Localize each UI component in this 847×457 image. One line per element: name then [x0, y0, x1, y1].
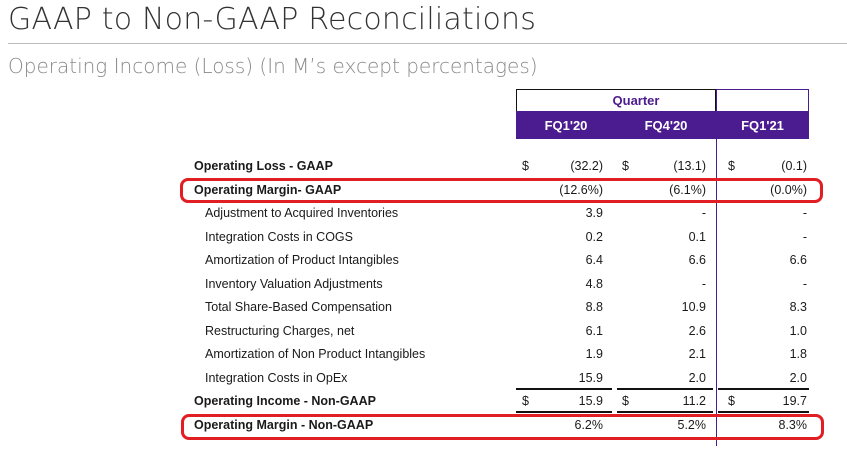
- table-row: Amortization of Non Product Intangibles 1…: [0, 343, 847, 366]
- page-subtitle: Operating Income (Loss) (In M’s except p…: [8, 54, 538, 78]
- column-header-bar: [516, 111, 809, 139]
- table-row: Operating Loss - GAAP $ (32.2) $ (13.1) $ (0.1…: [0, 155, 847, 178]
- cell-value: (32.2): [570, 159, 603, 173]
- page-title: GAAP to Non-GAAP Reconciliations: [8, 2, 537, 37]
- row-label: Operating Margin - Non-GAAP: [194, 417, 374, 432]
- row-label: Inventory Valuation Adjustments: [205, 276, 383, 291]
- row-label: Operating Income - Non-GAAP: [194, 394, 376, 408]
- quarter-group-header: Quarter: [516, 89, 716, 111]
- cell-value: (13.1): [673, 159, 706, 173]
- cell-value: 8.3: [789, 300, 807, 314]
- table-row: Total Share-Based Compensation 8.8 10.9 8.3: [0, 296, 847, 319]
- row-label: Amortization of Non Product Intangibles: [205, 347, 426, 361]
- cell-value: 2.0: [789, 370, 807, 385]
- subtotal-rule-col1: [516, 388, 612, 390]
- cell-value: 1.0: [789, 323, 807, 338]
- cell-value: (0.1): [781, 159, 807, 173]
- cell-value: 5.2%: [677, 417, 707, 432]
- cell-value: 15.9: [578, 370, 603, 385]
- subtotal-rule-col3: [718, 388, 809, 390]
- row-label: Operating Margin- GAAP: [194, 182, 342, 197]
- table-row: Integration Costs in OpEx 15.9 2.0 2.0: [0, 367, 847, 390]
- cell-value: 0.1: [688, 229, 706, 244]
- cell-value: 4.8: [585, 276, 603, 291]
- currency-symbol: $: [622, 394, 629, 408]
- header-empty-cell: [716, 89, 809, 111]
- column-header-fq1-20: FQ1'20: [544, 117, 588, 133]
- table-row: Integration Costs in COGS 0.2 0.1 -: [0, 226, 847, 249]
- highlight-non-gaap-margin: [181, 414, 824, 440]
- cell-value: 8.8: [585, 300, 603, 314]
- currency-symbol: $: [522, 159, 529, 173]
- cell-value: 2.1: [688, 347, 706, 361]
- cell-value: (0.0%): [770, 182, 807, 197]
- cell-value: -: [701, 206, 706, 220]
- currency-symbol: $: [522, 394, 529, 408]
- cell-value: 6.1: [585, 323, 603, 338]
- cell-value: 0.2: [585, 229, 603, 244]
- cell-value: -: [802, 206, 807, 220]
- cell-value: 15.9: [578, 394, 603, 408]
- total-rule-col3: [718, 411, 809, 413]
- cell-value: 11.2: [682, 394, 706, 408]
- currency-symbol: $: [728, 394, 735, 408]
- cell-value: 6.6: [789, 253, 807, 267]
- cell-value: (12.6%): [559, 182, 603, 197]
- total-rule-col2: [617, 411, 713, 413]
- table-row: Restructuring Charges, net 6.1 2.6 1.0: [0, 320, 847, 343]
- table-row: Amortization of Product Intangibles 6.4 6.…: [0, 249, 847, 272]
- table-row: Inventory Valuation Adjustments 4.8 - -: [0, 273, 847, 296]
- row-label: Total Share-Based Compensation: [205, 300, 392, 314]
- table-row: Operating Income - Non-GAAP $15.9 $11.2 $19…: [0, 390, 847, 413]
- fq1-21-column-divider: [716, 111, 717, 446]
- cell-value: 1.9: [585, 347, 603, 361]
- cell-value: 3.9: [585, 206, 603, 220]
- cell-value: 6.2%: [574, 417, 604, 432]
- cell-value: -: [802, 229, 807, 244]
- cell-value: 2.6: [688, 323, 706, 338]
- row-label: Integration Costs in OpEx: [205, 370, 348, 385]
- row-label: Restructuring Charges, net: [205, 323, 355, 338]
- column-header-fq1-21: FQ1'21: [741, 117, 784, 133]
- quarter-group-label: Quarter: [612, 93, 660, 108]
- column-header-fq4-20: FQ4'20: [644, 117, 688, 133]
- currency-symbol: $: [622, 159, 629, 173]
- cell-value: 2.0: [688, 370, 706, 385]
- currency-symbol: $: [728, 159, 735, 173]
- cell-value: 19.7: [782, 394, 807, 408]
- total-rule-col1: [516, 411, 612, 413]
- row-label: Integration Costs in COGS: [205, 229, 353, 244]
- row-label: Amortization of Product Intangibles: [205, 253, 399, 267]
- row-label: Operating Loss - GAAP: [194, 159, 333, 173]
- cell-value: (6.1%): [669, 182, 706, 197]
- cell-value: -: [701, 276, 706, 291]
- cell-value: 8.3%: [778, 417, 808, 432]
- cell-value: 6.4: [585, 253, 603, 267]
- cell-value: 10.9: [681, 300, 706, 314]
- row-label: Adjustment to Acquired Inventories: [205, 206, 399, 220]
- title-divider: [8, 43, 847, 44]
- table-row: Adjustment to Acquired Inventories 3.9 - -: [0, 202, 847, 225]
- subtotal-rule-col2: [617, 388, 713, 390]
- cell-value: -: [802, 276, 807, 291]
- cell-value: 6.6: [688, 253, 706, 267]
- table-row: Operating Margin - Non-GAAP 6.2% 5.2% 8.3%: [0, 414, 847, 437]
- table-row: Operating Margin- GAAP (12.6%) (6.1%) (0.0%…: [0, 179, 847, 202]
- highlight-gaap-margin: [180, 178, 823, 203]
- cell-value: 1.8: [789, 347, 807, 361]
